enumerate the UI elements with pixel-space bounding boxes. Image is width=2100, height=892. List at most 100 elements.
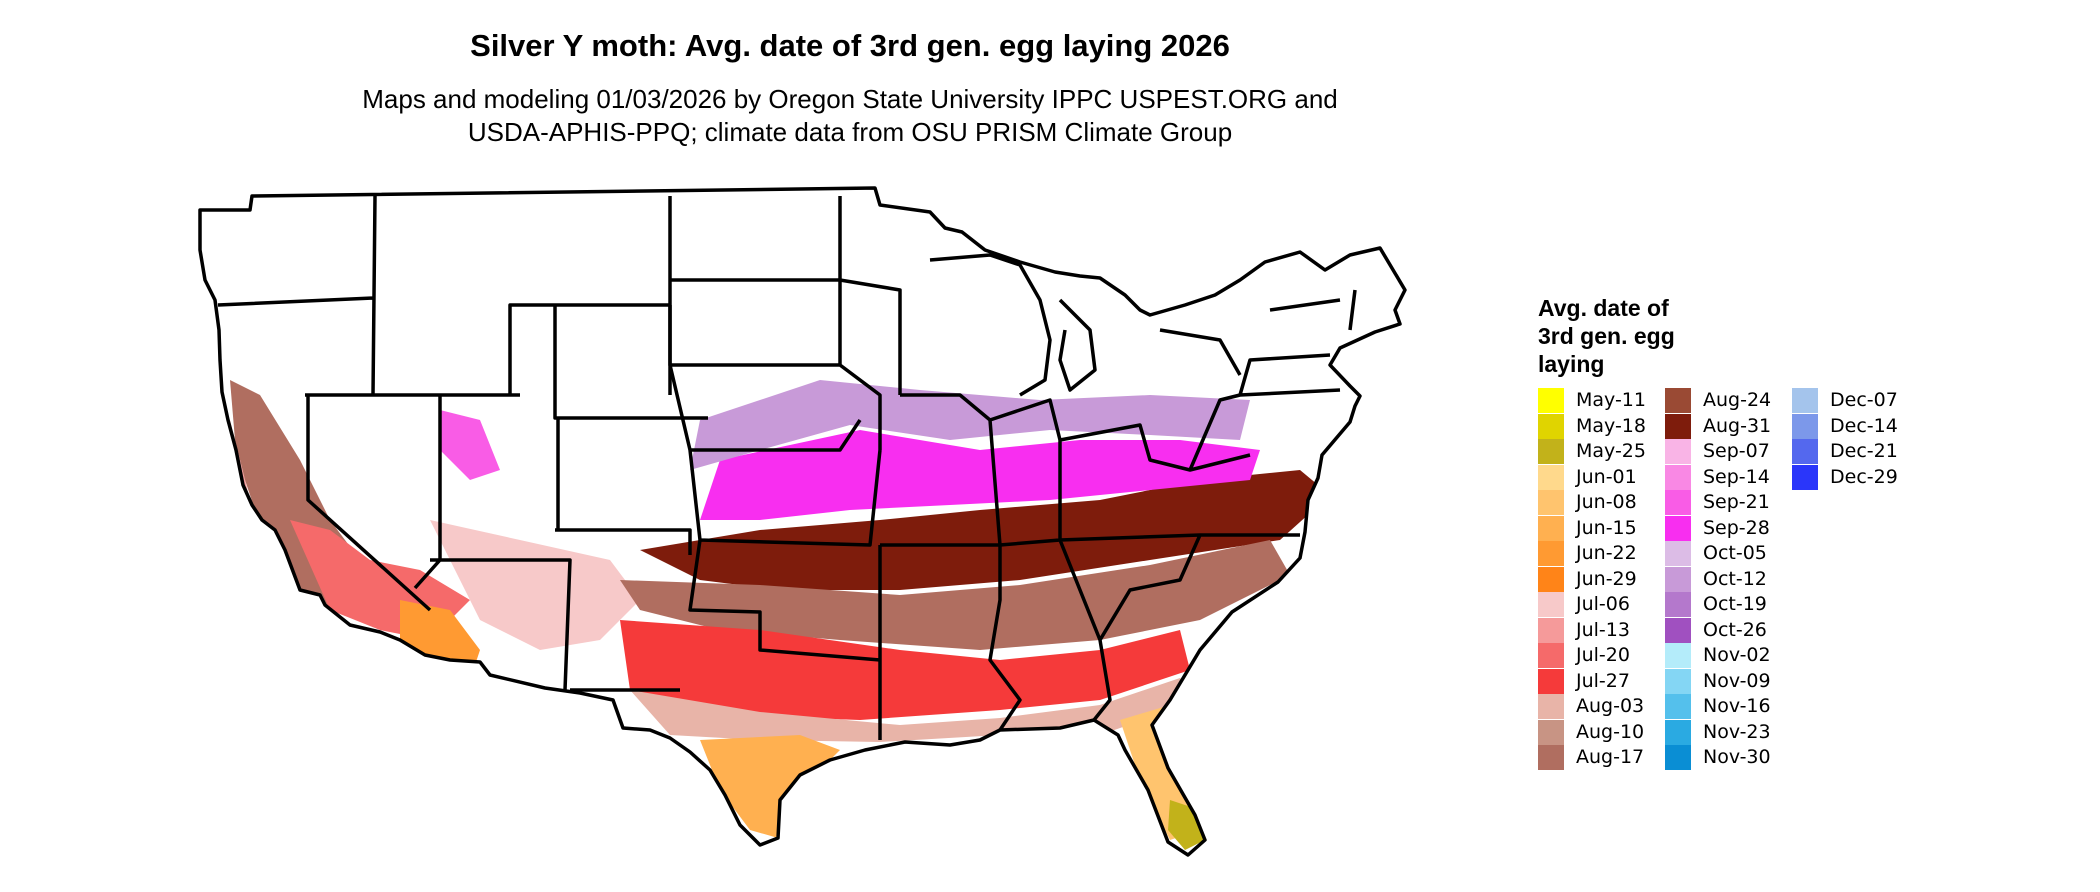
legend-label: Jun-08 bbox=[1576, 491, 1637, 513]
legend-label: Jul-13 bbox=[1576, 618, 1630, 641]
eastern-state-lines bbox=[880, 289, 1357, 731]
legend-label: Jun-29 bbox=[1576, 567, 1637, 590]
region-jul06-interior-sw bbox=[430, 520, 640, 650]
legend-label: Aug-31 bbox=[1703, 414, 1772, 437]
legend-title: Avg. date of 3rd gen. egg laying bbox=[1538, 294, 1675, 378]
legend-swatch bbox=[1792, 388, 1818, 413]
state-boundaries bbox=[198, 186, 1407, 857]
legend-item: Oct-26 bbox=[1665, 617, 1795, 643]
legend-label: Jul-27 bbox=[1576, 669, 1630, 692]
legend-item: May-25 bbox=[1538, 439, 1668, 464]
legend-item: Dec-29 bbox=[1792, 464, 1922, 490]
legend-item: Sep-07 bbox=[1665, 439, 1795, 464]
legend-item: Jun-08 bbox=[1538, 490, 1668, 515]
legend-label: Aug-17 bbox=[1576, 746, 1645, 768]
legend-label: Nov-16 bbox=[1703, 695, 1771, 717]
legend-label: Dec-21 bbox=[1830, 440, 1898, 462]
legend-swatch bbox=[1665, 566, 1691, 592]
legend-title-line-1: Avg. date of bbox=[1538, 295, 1669, 321]
legend-item: Jun-29 bbox=[1538, 566, 1668, 592]
legend-swatch bbox=[1538, 694, 1564, 719]
legend-item: Aug-03 bbox=[1538, 694, 1668, 719]
legend-label: Oct-26 bbox=[1703, 618, 1767, 641]
legend-label: May-11 bbox=[1576, 389, 1646, 411]
legend-label: Aug-03 bbox=[1576, 695, 1645, 717]
legend-swatch bbox=[1665, 668, 1691, 694]
legend-item: Dec-07 bbox=[1792, 388, 1922, 413]
legend-label: Jul-06 bbox=[1576, 593, 1630, 615]
legend-item: Jun-15 bbox=[1538, 515, 1668, 541]
legend-item: Nov-09 bbox=[1665, 668, 1795, 694]
climate-raster bbox=[230, 380, 1330, 850]
legend-swatch bbox=[1665, 617, 1691, 643]
legend-label: Sep-28 bbox=[1703, 516, 1770, 539]
legend-label: Aug-10 bbox=[1576, 720, 1645, 743]
legend-title-line-2: 3rd gen. egg bbox=[1538, 323, 1675, 349]
legend-item: Jul-06 bbox=[1538, 592, 1668, 617]
legend-swatch bbox=[1538, 464, 1564, 490]
legend-swatch bbox=[1665, 490, 1691, 515]
legend-swatch bbox=[1665, 541, 1691, 566]
legend-swatch bbox=[1665, 439, 1691, 464]
legend-item: Nov-02 bbox=[1665, 643, 1795, 668]
legend-swatch bbox=[1538, 490, 1564, 515]
legend-swatch bbox=[1665, 694, 1691, 719]
great-lakes-outline bbox=[929, 253, 1242, 397]
region-aug31-southern-plains bbox=[640, 470, 1330, 590]
legend-title-line-3: laying bbox=[1538, 351, 1605, 377]
legend-swatch bbox=[1538, 541, 1564, 566]
legend-label: May-25 bbox=[1576, 440, 1646, 462]
legend-item: Oct-12 bbox=[1665, 566, 1795, 592]
legend-item: Jun-22 bbox=[1538, 541, 1668, 566]
legend-item: Nov-30 bbox=[1665, 745, 1795, 770]
legend-item: Sep-28 bbox=[1665, 515, 1795, 541]
legend-item: Aug-17 bbox=[1538, 745, 1668, 770]
region-sep28-midwest bbox=[700, 430, 1260, 520]
legend-label: Nov-30 bbox=[1703, 746, 1771, 768]
legend-label: Nov-09 bbox=[1703, 669, 1771, 692]
legend-label: Dec-07 bbox=[1830, 389, 1898, 411]
legend-swatch bbox=[1538, 592, 1564, 617]
legend-swatch bbox=[1665, 719, 1691, 745]
legend-label: Oct-19 bbox=[1703, 593, 1767, 615]
legend-item: Oct-19 bbox=[1665, 592, 1795, 617]
legend-item: Nov-23 bbox=[1665, 719, 1795, 745]
legend-item: May-18 bbox=[1538, 413, 1668, 439]
legend-label: Oct-05 bbox=[1703, 542, 1767, 564]
region-jun22-sonoran bbox=[400, 600, 480, 680]
legend-swatch bbox=[1792, 413, 1818, 439]
legend-item: Aug-10 bbox=[1538, 719, 1668, 745]
map-subtitle: Maps and modeling 01/03/2026 by Oregon S… bbox=[250, 83, 1450, 149]
region-jul27-gulf-interior bbox=[620, 620, 1190, 720]
legend-label: Dec-29 bbox=[1830, 465, 1898, 488]
legend-item: Aug-31 bbox=[1665, 413, 1795, 439]
legend-swatch bbox=[1538, 388, 1564, 413]
subtitle-line-1: Maps and modeling 01/03/2026 by Oregon S… bbox=[362, 84, 1338, 114]
legend-label: Sep-21 bbox=[1703, 491, 1770, 513]
legend-item: Nov-16 bbox=[1665, 694, 1795, 719]
us-outline bbox=[198, 186, 1407, 857]
legend-label: Jun-22 bbox=[1576, 542, 1637, 564]
legend-swatch bbox=[1665, 515, 1691, 541]
legend-label: Dec-14 bbox=[1830, 414, 1898, 437]
legend-label: Sep-14 bbox=[1703, 465, 1770, 488]
legend-swatch bbox=[1538, 745, 1564, 770]
legend-item: Oct-05 bbox=[1665, 541, 1795, 566]
us-heat-map bbox=[198, 186, 1407, 857]
legend-swatch bbox=[1538, 566, 1564, 592]
legend-item: Sep-14 bbox=[1665, 464, 1795, 490]
region-oct12-north-band bbox=[690, 380, 1250, 470]
legend-swatch bbox=[1665, 643, 1691, 668]
legend-swatch bbox=[1792, 439, 1818, 464]
legend-label: Jun-01 bbox=[1576, 465, 1637, 488]
legend-item: Jul-27 bbox=[1538, 668, 1668, 694]
legend-label: Aug-24 bbox=[1703, 389, 1772, 411]
legend-label: Jul-20 bbox=[1576, 644, 1630, 666]
region-aug17-south-central bbox=[620, 540, 1290, 650]
legend-item: May-11 bbox=[1538, 388, 1668, 413]
legend-swatch bbox=[1538, 719, 1564, 745]
region-jun15-texas-coast bbox=[700, 735, 840, 840]
legend-label: Jun-15 bbox=[1576, 516, 1637, 539]
legend-swatch bbox=[1665, 464, 1691, 490]
legend-swatch bbox=[1538, 643, 1564, 668]
